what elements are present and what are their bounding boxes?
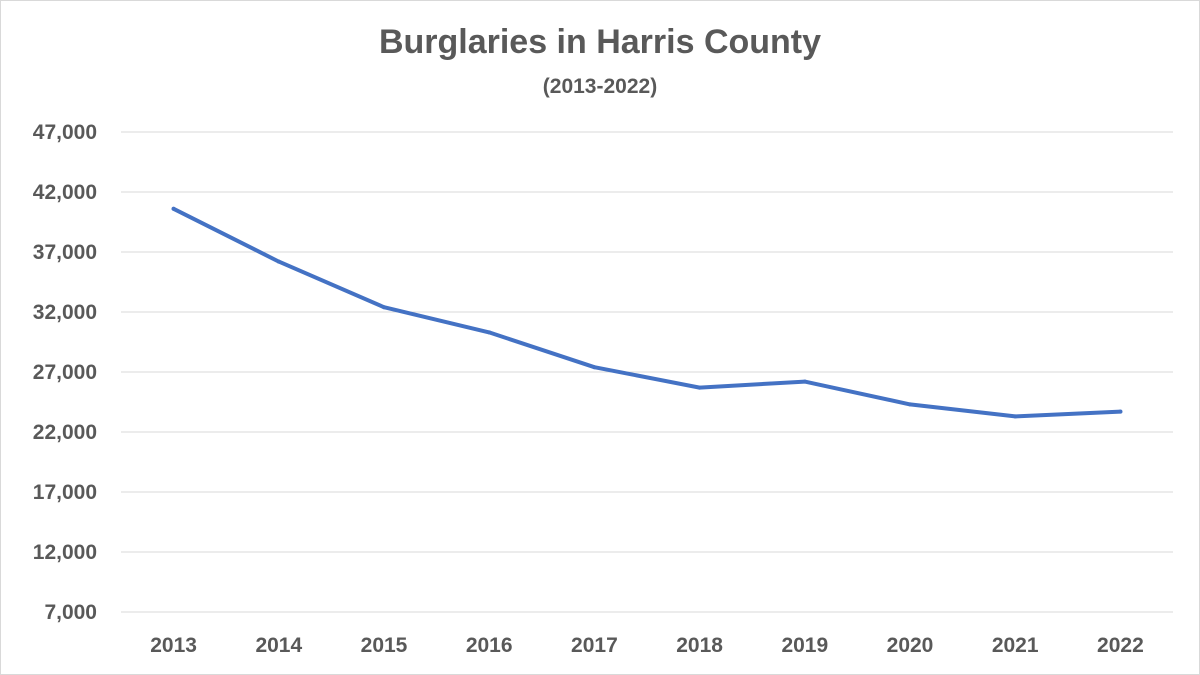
x-tick-label: 2017 [571, 634, 618, 657]
y-tick-label: 37,000 [33, 241, 97, 264]
x-tick-label: 2013 [150, 634, 197, 657]
data-point [592, 365, 597, 370]
x-tick-label: 2021 [992, 634, 1039, 657]
data-point [1013, 414, 1018, 419]
x-tick-label: 2020 [887, 634, 934, 657]
y-tick-label: 47,000 [33, 121, 97, 144]
y-tick-label: 27,000 [33, 361, 97, 384]
data-point [382, 305, 386, 310]
chart-subtitle: (2013-2022) [542, 75, 658, 98]
series-layer [171, 206, 1123, 419]
y-tick-label: 32,000 [33, 301, 97, 324]
data-point [697, 385, 702, 390]
data-point [487, 330, 492, 335]
y-tick-label: 17,000 [33, 481, 97, 504]
data-point [802, 379, 807, 384]
x-tick-label: 2016 [466, 634, 513, 657]
x-tick-label: 2014 [255, 634, 302, 657]
x-tick-label: 2019 [781, 634, 828, 657]
chart-title: Burglaries in Harris County [378, 23, 822, 61]
y-tick-label: 7,000 [44, 601, 97, 624]
data-point [908, 402, 912, 407]
gridlines [121, 131, 1173, 613]
y-tick-label: 42,000 [33, 181, 97, 204]
y-tick-label: 12,000 [33, 541, 97, 564]
data-point [1118, 409, 1123, 414]
x-axis: 2013 2014 2015 2016 2017 2018 2019 2020 2021 2022 [150, 634, 1144, 657]
x-tick-label: 2018 [676, 634, 723, 657]
y-axis: 7,000 12,000 17,000 22,000 27,000 32,000 37,00… [33, 121, 97, 624]
x-tick-label: 2015 [361, 634, 408, 657]
series-line [171, 206, 1123, 419]
y-tick-label: 22,000 [33, 421, 97, 444]
data-point [171, 206, 176, 211]
data-point [276, 259, 281, 264]
x-tick-label: 2022 [1097, 634, 1144, 657]
